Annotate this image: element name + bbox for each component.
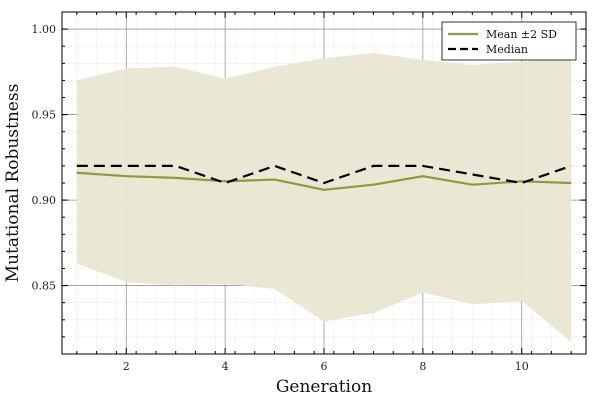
x-tick-label: 10 bbox=[515, 360, 529, 373]
x-tick-label: 6 bbox=[321, 360, 328, 373]
series-band-0 bbox=[76, 53, 572, 343]
x-axis-label: Generation bbox=[276, 377, 372, 397]
ticks: 2 4 6 8 10 0.85 0.90 0.95 1.00 bbox=[32, 12, 586, 373]
y-tick-label: 1.00 bbox=[32, 23, 57, 36]
x-tick-label: 4 bbox=[222, 360, 229, 373]
legend-box bbox=[441, 21, 577, 61]
band-layer bbox=[76, 53, 572, 343]
y-tick-label: 0.90 bbox=[32, 194, 57, 207]
y-tick-label: 0.85 bbox=[32, 280, 57, 293]
y-axis-label: Mutational Robustness bbox=[3, 84, 23, 283]
x-tick-label: 8 bbox=[419, 360, 426, 373]
y-tick-label: 0.95 bbox=[32, 109, 57, 122]
x-tick-label: 2 bbox=[123, 360, 130, 373]
legend-label-0: Mean ±2 SD bbox=[486, 28, 557, 41]
legend-label-1: Median bbox=[486, 43, 528, 56]
legend: Mean ±2 SD Median bbox=[441, 21, 577, 61]
line-layer bbox=[76, 164, 572, 191]
